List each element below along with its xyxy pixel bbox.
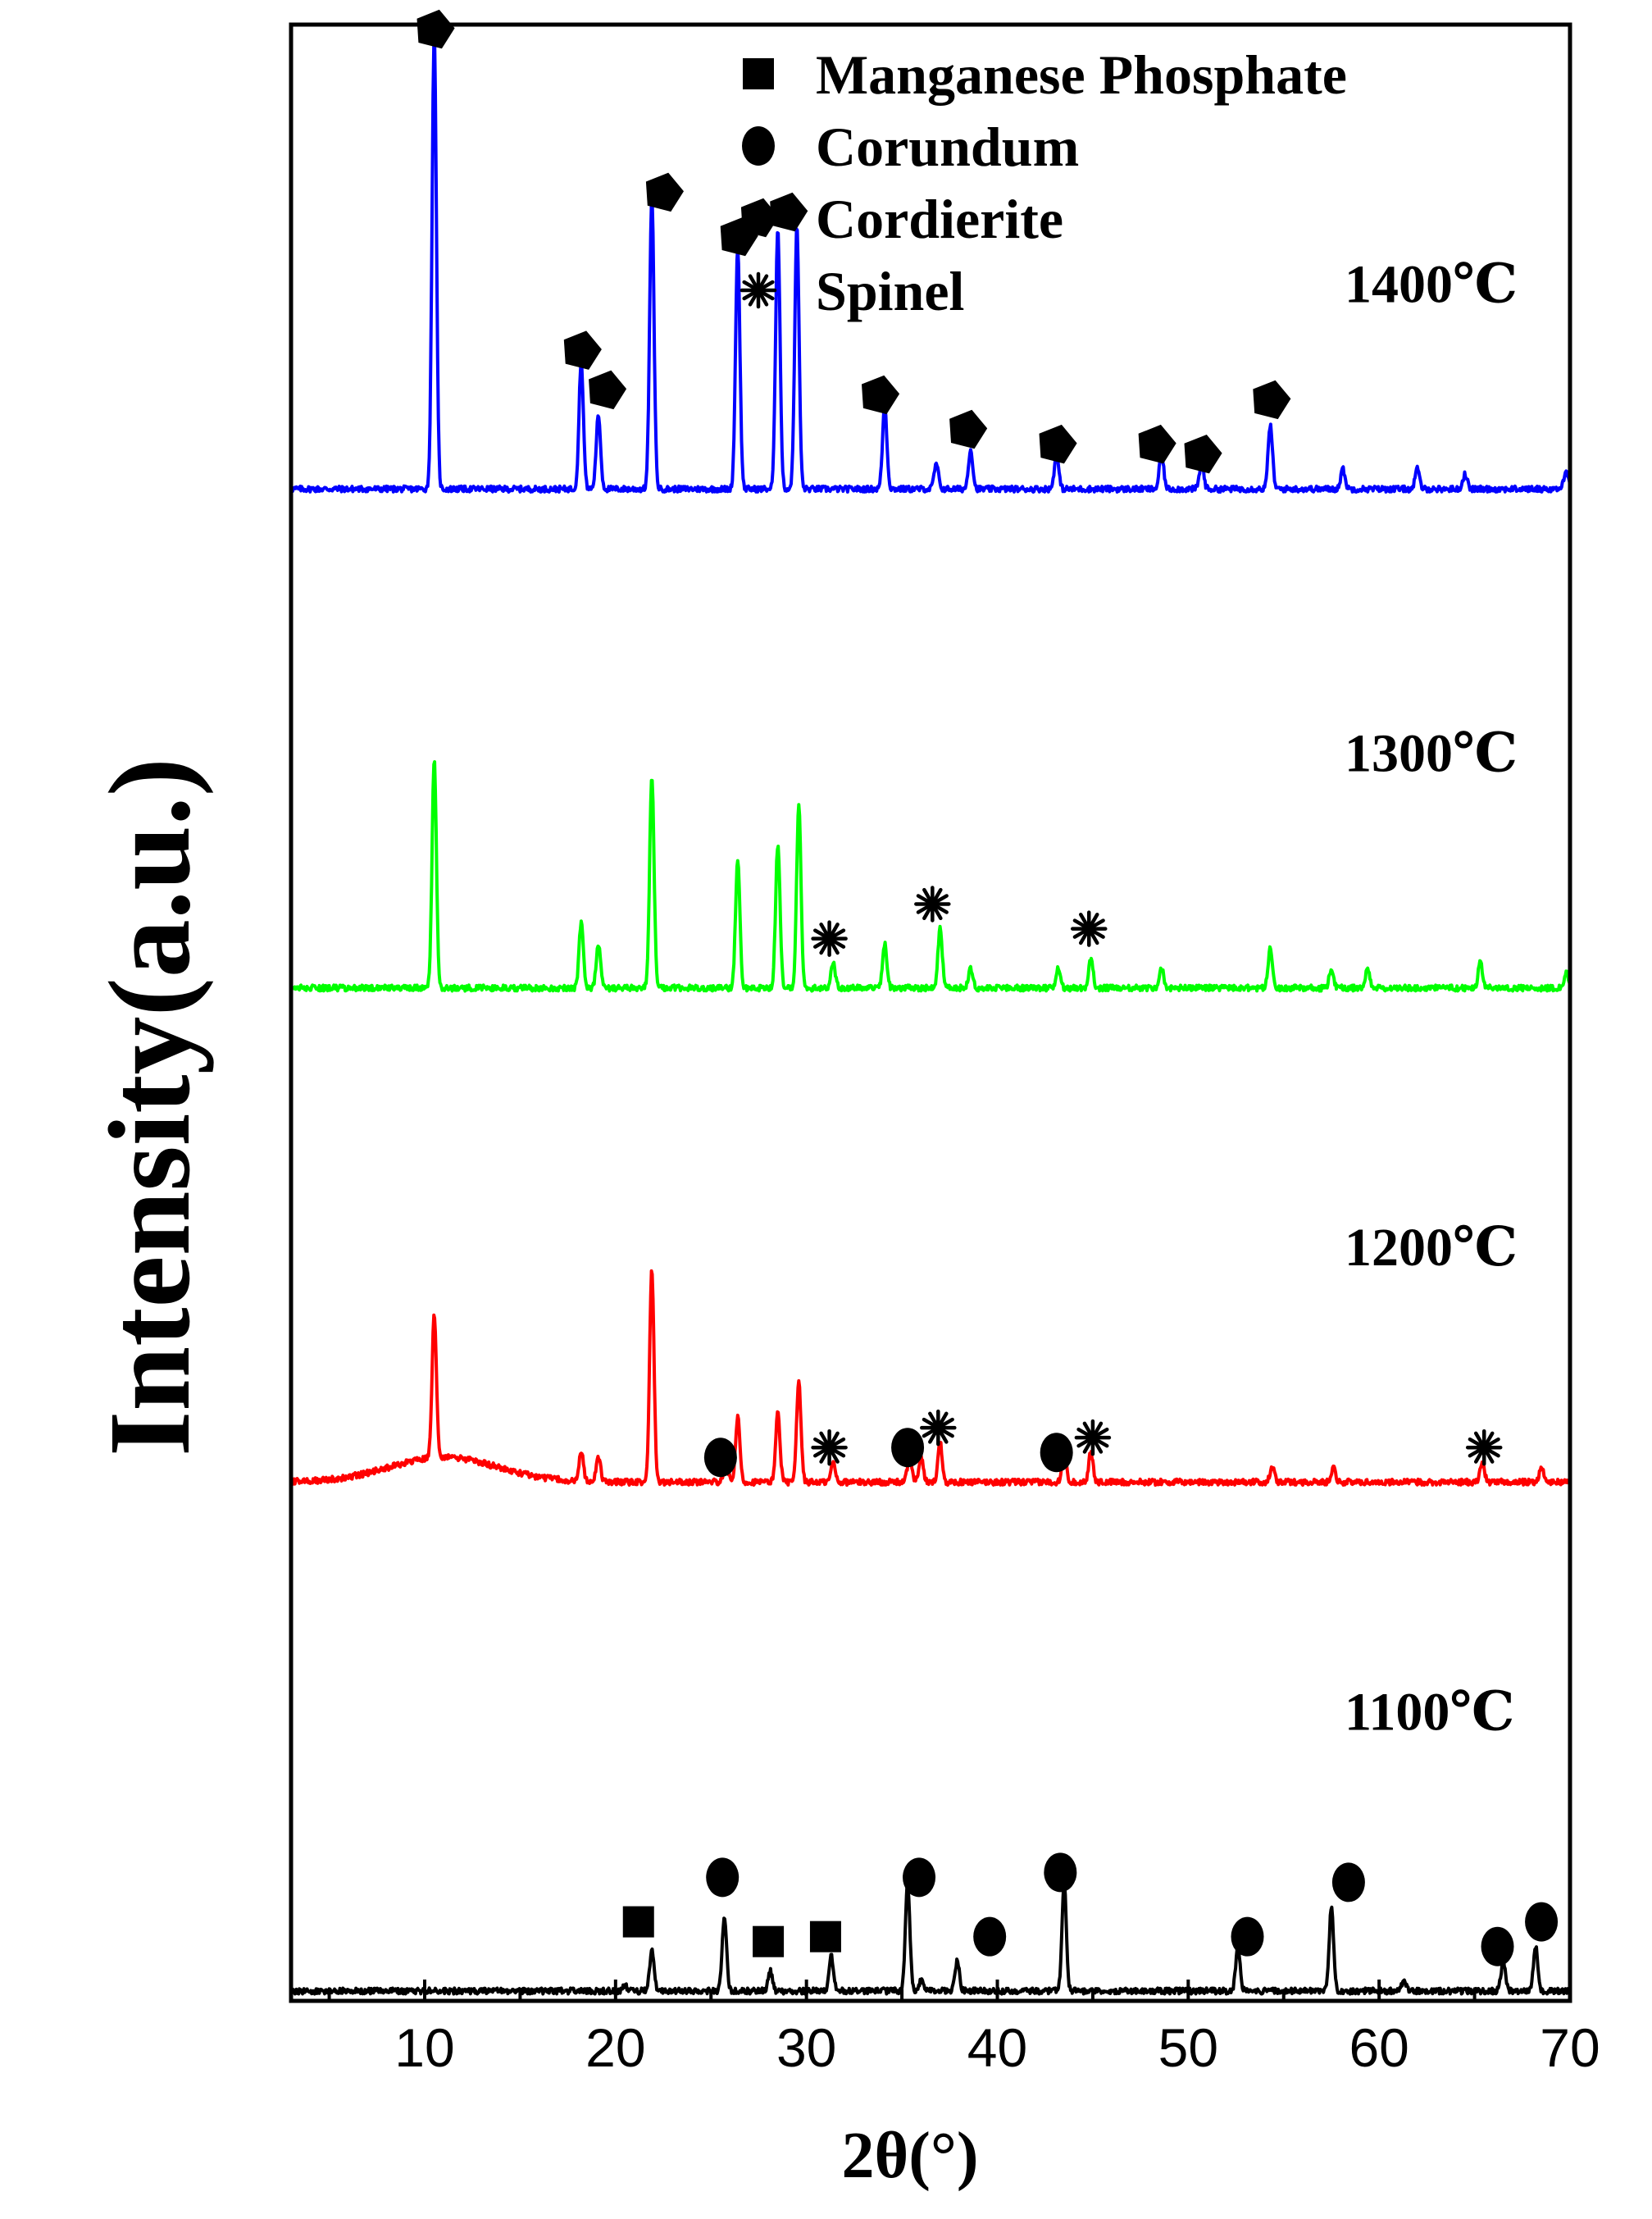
circle-marker — [973, 1916, 1007, 1957]
pentagon-marker — [862, 375, 900, 415]
star-marker — [1465, 1428, 1503, 1466]
pentagon-marker — [589, 370, 627, 410]
pentagon-marker — [416, 9, 455, 49]
legend-entry-label: Manganese Phosphate — [816, 43, 1347, 106]
legend-star-icon — [740, 271, 777, 309]
traces-group — [289, 37, 1572, 1996]
series-label: 1100℃ — [1345, 1683, 1514, 1743]
star-marker — [1074, 1419, 1112, 1456]
x-tick-label: 70 — [1540, 2017, 1600, 2078]
x-tick-label: 10 — [394, 2017, 454, 2078]
pentagon-marker — [563, 330, 602, 370]
star-marker — [1071, 910, 1108, 947]
legend-square-icon — [743, 58, 774, 89]
circle-marker — [1231, 1916, 1264, 1957]
square-marker — [622, 1906, 654, 1938]
pentagon-marker — [949, 409, 988, 449]
legend-entry-label: Corundum — [816, 116, 1079, 178]
x-axis-label: 2θ(°) — [841, 2120, 978, 2192]
x-tick-label: 50 — [1158, 2017, 1218, 2078]
series-label: 1400℃ — [1345, 254, 1518, 314]
pentagon-marker — [645, 172, 684, 212]
axes-group: 10 20 30 40 50 60 70 — [289, 22, 1600, 2078]
circle-marker — [1331, 1862, 1365, 1902]
star-marker — [811, 920, 848, 957]
circle-marker — [891, 1428, 925, 1468]
pentagon-marker — [770, 192, 808, 232]
x-tick-label: 20 — [585, 2017, 645, 2078]
square-marker — [809, 1921, 841, 1952]
circle-marker — [1481, 1926, 1514, 1966]
series-line-0 — [289, 37, 1572, 494]
legend-pentagon-icon — [740, 198, 779, 238]
pentagon-marker — [1138, 424, 1176, 464]
plot-frame — [289, 22, 1572, 2003]
x-tick-label: 30 — [776, 2017, 836, 2078]
x-tick-label: 40 — [967, 2017, 1027, 2078]
series-line-3 — [289, 1880, 1572, 1996]
legend-circle-icon — [742, 126, 775, 166]
series-label: 1300℃ — [1345, 724, 1518, 784]
circle-marker — [1525, 1902, 1559, 1942]
legend-entry-label: Spinel — [816, 260, 964, 322]
circle-marker — [706, 1857, 740, 1898]
pentagon-marker — [1253, 380, 1291, 420]
square-marker — [753, 1925, 785, 1957]
series-labels-group: 1400℃ 1300℃ 1200℃ 1100℃ — [1345, 254, 1518, 1742]
circle-marker — [903, 1857, 936, 1898]
star-marker — [914, 886, 951, 923]
pentagon-marker — [1039, 424, 1077, 464]
y-axis-label: Intensity(a.u.) — [84, 758, 214, 1456]
x-tick-label: 60 — [1349, 2017, 1409, 2078]
legend-entry-label: Cordierite — [816, 188, 1063, 250]
series-line-1 — [289, 760, 1572, 993]
legend: Manganese Phosphate Corundum Cordierite Spi… — [740, 43, 1347, 322]
series-line-2 — [289, 1269, 1572, 1487]
circle-marker — [1044, 1852, 1077, 1893]
series-label: 1200℃ — [1345, 1218, 1518, 1278]
circle-marker — [703, 1438, 737, 1478]
markers-group — [416, 9, 1559, 1966]
star-marker — [920, 1409, 957, 1447]
star-marker — [811, 1428, 848, 1466]
circle-marker — [1040, 1433, 1073, 1473]
pentagon-marker — [1184, 435, 1222, 474]
